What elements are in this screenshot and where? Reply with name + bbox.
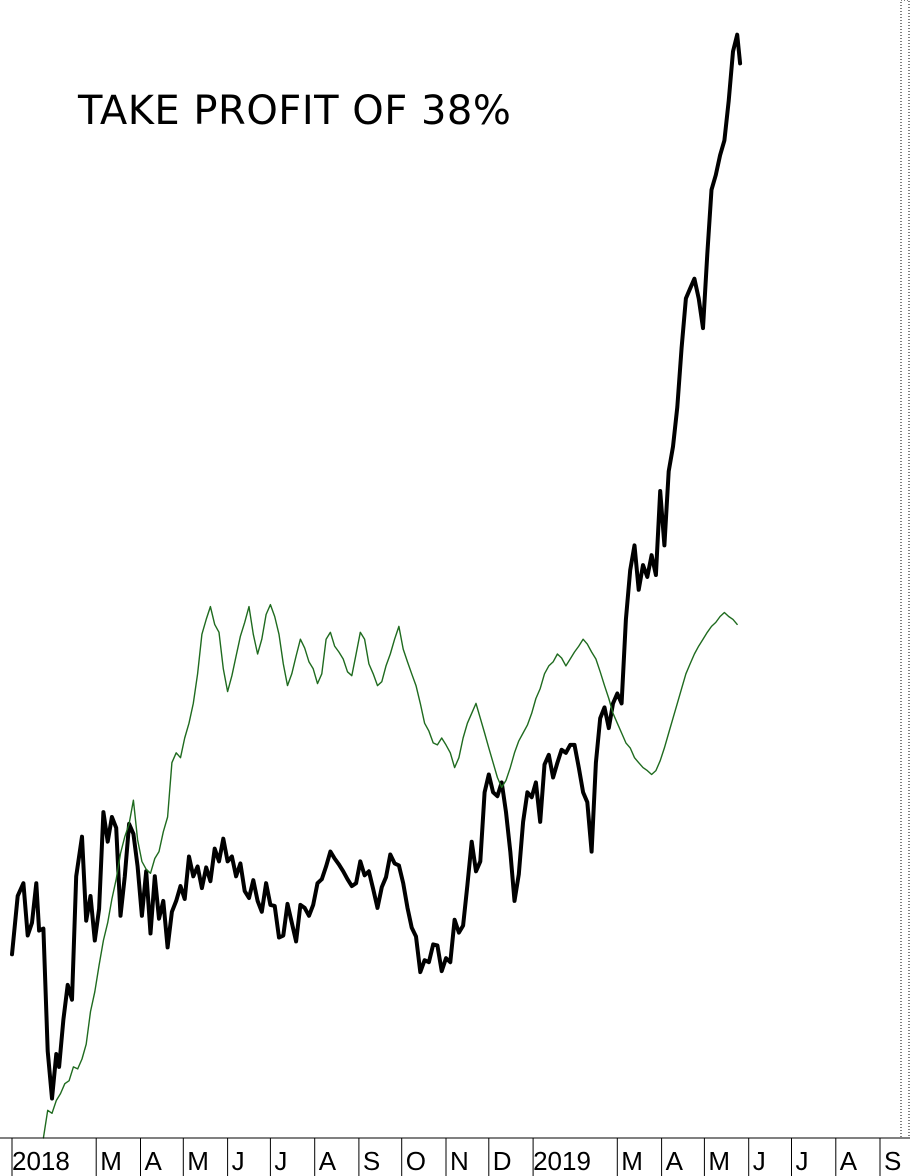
x-axis: 2018 M A M J J A S O N D 2019 M A M J J A S [0, 1137, 910, 1176]
series-layer [10, 32, 743, 1139]
x-tick-label: A [145, 1146, 163, 1176]
x-tick-label: A [319, 1146, 337, 1176]
x-tick-label: J [753, 1146, 766, 1176]
series-line-2 [42, 603, 738, 1139]
x-tick-label: D [493, 1146, 512, 1176]
series-line-1 [10, 32, 743, 1101]
x-tick-label: S [884, 1146, 901, 1176]
right-scale-edge [900, 0, 910, 1139]
x-tick-label: M [621, 1146, 643, 1176]
x-tick-label: M [708, 1146, 730, 1176]
x-tick-label: O [406, 1146, 426, 1176]
x-tick-label: M [100, 1146, 122, 1176]
x-tick-label: J [796, 1146, 809, 1176]
x-tick-label: J [232, 1146, 245, 1176]
x-tick-label: N [450, 1146, 469, 1176]
x-tick-label: M [187, 1146, 209, 1176]
chart-title: TAKE PROFIT OF 38% [78, 88, 512, 134]
x-tick-label: S [363, 1146, 380, 1176]
x-tick-label: J [274, 1146, 287, 1176]
x-tick-label: 2019 [533, 1146, 591, 1176]
x-tick-label: A [666, 1146, 684, 1176]
x-tick-label: 2018 [12, 1146, 70, 1176]
x-tick-label: A [840, 1146, 858, 1176]
